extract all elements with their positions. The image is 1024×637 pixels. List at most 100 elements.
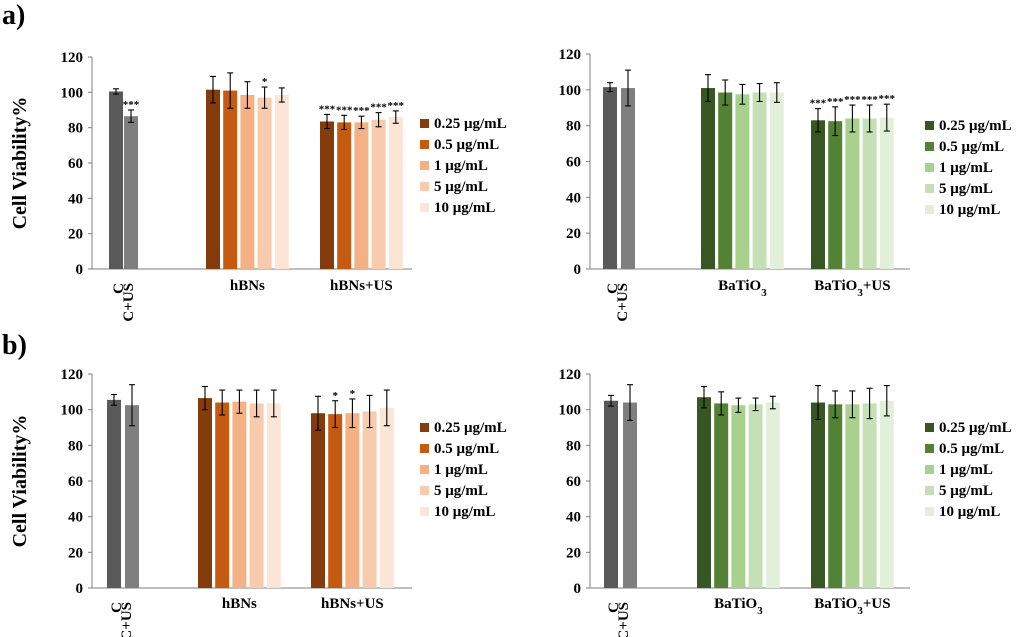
chart-a-left: 0 20 40 60 80 100 120 Cell Viability% *** CC+US * h… <box>9 50 507 322</box>
legend-swatch <box>925 163 934 172</box>
legend-swatch <box>420 423 429 432</box>
legend-swatch <box>925 205 934 214</box>
significance-label: * <box>350 388 356 400</box>
bar-b-right-g1-s4 <box>879 400 894 588</box>
legend-label: 5 μg/mL <box>434 483 488 499</box>
significance-label: * <box>332 390 338 402</box>
significance-label: *** <box>336 104 353 116</box>
y-tick-label: 80 <box>566 438 581 454</box>
legend-label: 10 μg/mL <box>939 202 1000 218</box>
x-category-label: C+US <box>616 602 632 637</box>
bar-b-left-g0-s2 <box>232 401 247 588</box>
legend-swatch <box>420 203 429 212</box>
bar-control <box>603 87 617 269</box>
y-tick-label: 40 <box>566 190 581 206</box>
x-category-label: BaTiO3 <box>714 596 763 617</box>
y-tick-label: 40 <box>68 191 83 207</box>
y-tick-label: 100 <box>61 403 84 419</box>
y-axis-label: Cell Viability% <box>9 97 31 230</box>
legend-label: 0.25 μg/mL <box>939 118 1012 134</box>
y-tick-label: 60 <box>566 155 581 171</box>
bar-b-right-g0-s3 <box>748 404 763 588</box>
significance-label: * <box>262 76 268 88</box>
bar-a-left-g1-s4 <box>388 117 403 269</box>
y-axis-label: Cell Viability% <box>9 415 31 548</box>
legend-label: 5 μg/mL <box>434 179 488 195</box>
legend-swatch <box>925 486 934 495</box>
x-category-label: hBNs+US <box>330 278 393 294</box>
significance-label: *** <box>123 99 140 111</box>
legend-label: 0.25 μg/mL <box>434 420 507 436</box>
legend-label: 0.25 μg/mL <box>939 420 1012 436</box>
y-tick-label: 60 <box>68 474 83 490</box>
y-tick-label: 20 <box>566 545 581 561</box>
bar-b-left-g0-s4 <box>266 403 281 588</box>
y-tick-label: 80 <box>68 438 83 454</box>
bar-a-right-g0-s0 <box>701 88 715 270</box>
bar-control-us <box>124 116 138 269</box>
x-category-label: C+US <box>615 283 631 322</box>
bar-b-left-g1-s2 <box>345 413 360 588</box>
legend-swatch <box>420 182 429 191</box>
bar-b-left-g0-s1 <box>215 402 230 588</box>
bar-b-left-g1-s3 <box>362 411 377 588</box>
bar-a-right-g0-s1 <box>718 92 733 269</box>
legend-label: 10 μg/mL <box>434 504 495 520</box>
legend-swatch <box>420 444 429 453</box>
bar-control <box>604 400 618 588</box>
legend-swatch <box>925 507 934 516</box>
legend-label: 0.25 μg/mL <box>434 116 507 132</box>
chart-b-right: 0 20 40 60 80 100 120 CC+US BaTiO3 BaTiO3+US 0.25 … <box>559 367 1012 637</box>
bar-b-left-g1-s0 <box>311 413 325 588</box>
legend-swatch <box>420 161 429 170</box>
legend-swatch <box>420 465 429 474</box>
legend-label: 0.5 μg/mL <box>939 139 1004 155</box>
y-tick-label: 120 <box>559 367 582 383</box>
bar-control-us <box>621 88 635 270</box>
x-category-label: BaTiO3 <box>718 278 767 299</box>
bar-a-left-g1-s3 <box>371 119 386 269</box>
bar-a-left-g0-s1 <box>223 90 238 269</box>
significance-label: *** <box>861 94 878 106</box>
x-category-label: C+US <box>119 602 135 637</box>
bar-a-right-g1-s0 <box>811 120 825 270</box>
bar-b-left-g1-s1 <box>328 414 343 588</box>
legend-label: 1 μg/mL <box>939 462 993 478</box>
y-tick-label: 0 <box>574 262 582 278</box>
bar-a-right-g1-s1 <box>828 121 843 269</box>
legend-label: 1 μg/mL <box>434 158 488 174</box>
bar-b-left-g0-s3 <box>249 403 264 588</box>
legend-swatch <box>925 423 934 432</box>
bar-a-left-g0-s4 <box>274 94 289 269</box>
panel-label-b: b) <box>2 330 27 361</box>
x-category-label: C <box>606 602 622 613</box>
bar-b-right-g0-s1 <box>714 403 729 588</box>
significance-label: *** <box>370 102 387 114</box>
significance-label: *** <box>827 96 844 108</box>
legend-swatch <box>925 444 934 453</box>
bar-a-left-g1-s2 <box>354 122 369 269</box>
bar-a-left-g0-s0 <box>206 89 220 269</box>
x-category-label: BaTiO3+US <box>814 596 890 617</box>
y-tick-label: 120 <box>559 47 582 63</box>
legend-label: 10 μg/mL <box>434 200 495 216</box>
bar-b-right-g1-s1 <box>828 404 843 588</box>
y-tick-label: 0 <box>76 581 84 597</box>
chart-b-left: 0 20 40 60 80 100 120 Cell Viability% CC+US hBNs *… <box>9 367 507 637</box>
y-tick-label: 20 <box>566 226 581 242</box>
y-tick-label: 60 <box>566 474 581 490</box>
y-tick-label: 100 <box>559 403 582 419</box>
bar-a-right-g1-s3 <box>862 118 877 269</box>
bar-b-right-g1-s3 <box>862 403 877 588</box>
y-tick-label: 20 <box>68 227 83 243</box>
legend-swatch <box>925 184 934 193</box>
legend-label: 1 μg/mL <box>939 160 993 176</box>
legend-swatch <box>420 119 429 128</box>
bar-control-us <box>125 405 139 588</box>
bar-a-right-g0-s3 <box>752 92 767 269</box>
y-tick-label: 80 <box>566 119 581 135</box>
bar-control-us <box>623 402 637 588</box>
legend-swatch <box>925 142 934 151</box>
bar-b-right-g1-s0 <box>811 402 825 588</box>
